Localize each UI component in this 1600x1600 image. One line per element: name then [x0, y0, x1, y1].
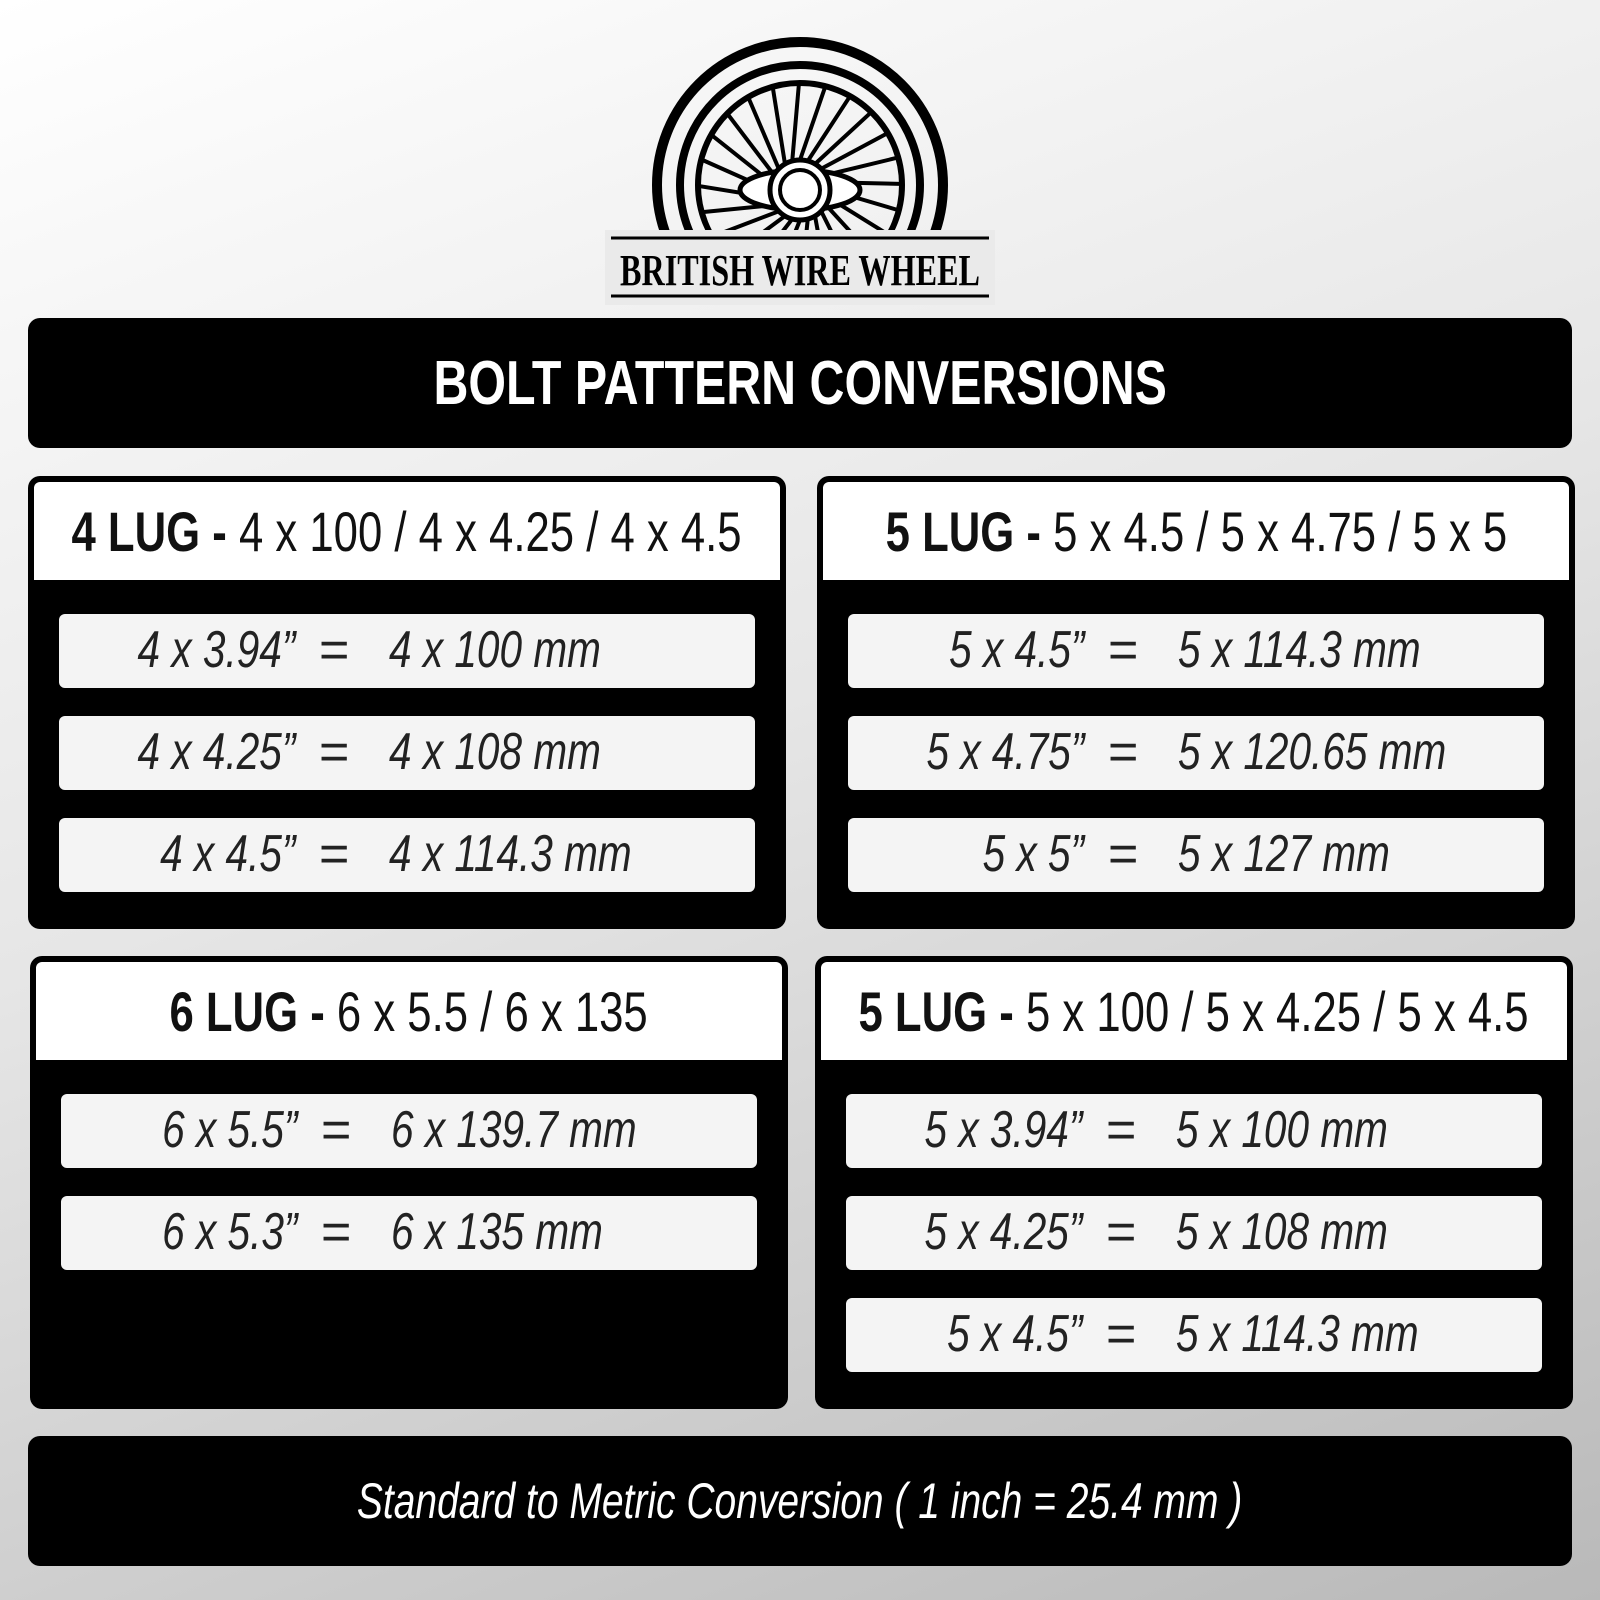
conversion-row: 5 x 4.5” = 5 x 114.3 mm — [848, 614, 1544, 688]
equals-sign: = — [319, 723, 350, 781]
footer-banner: Standard to Metric Conversion ( 1 inch =… — [28, 1436, 1572, 1566]
standard-value: 5 x 5” — [982, 825, 1084, 883]
patterns: 5 x 100 / 5 x 4.25 / 5 x 4.5 — [1026, 979, 1530, 1043]
standard-value: 5 x 4.5” — [948, 621, 1084, 679]
card-header: 5 LUG - 5 x 4.5 / 5 x 4.75 / 5 x 5 — [823, 482, 1569, 580]
metric-value: 4 x 100 mm — [389, 621, 601, 679]
spoke — [726, 113, 776, 177]
conversion-row: 6 x 5.5” = 6 x 139.7 mm — [61, 1094, 757, 1168]
lug-count: 5 LUG - — [885, 499, 1041, 563]
spoke — [747, 98, 781, 170]
equals-sign: = — [1106, 1305, 1137, 1363]
conversion-row: 4 x 4.25” = 4 x 108 mm — [59, 716, 755, 790]
metric-value: 4 x 114.3 mm — [389, 825, 632, 883]
standard-value: 6 x 5.5” — [161, 1101, 297, 1159]
lug-count: 5 LUG - — [858, 979, 1015, 1043]
metric-value: 4 x 108 mm — [389, 723, 601, 781]
metric-value: 5 x 100 mm — [1176, 1101, 1388, 1159]
spoke — [771, 88, 787, 165]
metric-value: 5 x 114.3 mm — [1178, 621, 1421, 679]
patterns: 6 x 5.5 / 6 x 135 — [337, 979, 649, 1043]
footer-note: Standard to Metric Conversion ( 1 inch =… — [357, 1473, 1243, 1529]
spoke — [798, 87, 827, 161]
standard-value: 4 x 3.94” — [137, 621, 295, 679]
card-header: 6 LUG - 6 x 5.5 / 6 x 135 — [36, 962, 782, 1060]
conversion-row: 5 x 4.25” = 5 x 108 mm — [846, 1196, 1542, 1270]
conversion-row: 5 x 5” = 5 x 127 mm — [848, 818, 1544, 892]
lug-card: 6 LUG - 6 x 5.5 / 6 x 135 6 x 5.5” = 6 x… — [30, 956, 788, 1409]
conversion-row: 4 x 4.5” = 4 x 114.3 mm — [59, 818, 755, 892]
equals-sign: = — [321, 1101, 352, 1159]
patterns: 4 x 100 / 4 x 4.25 / 4 x 4.5 — [239, 499, 743, 563]
equals-sign: = — [1106, 1101, 1137, 1159]
equals-sign: = — [1108, 825, 1139, 883]
card-header: 4 LUG - 4 x 100 / 4 x 4.25 / 4 x 4.5 — [34, 482, 780, 580]
lug-card: 5 LUG - 5 x 4.5 / 5 x 4.75 / 5 x 5 5 x 4… — [817, 476, 1575, 929]
spoke — [813, 111, 872, 166]
conversion-row: 5 x 4.75” = 5 x 120.65 mm — [848, 716, 1544, 790]
metric-value: 6 x 139.7 mm — [391, 1101, 637, 1159]
conversion-row: 6 x 5.3” = 6 x 135 mm — [61, 1196, 757, 1270]
lug-count: 4 LUG - — [71, 499, 228, 563]
standard-value: 6 x 5.3” — [161, 1203, 297, 1261]
metric-value: 5 x 114.3 mm — [1176, 1305, 1419, 1363]
conversion-row: 4 x 3.94” = 4 x 100 mm — [59, 614, 755, 688]
standard-value: 4 x 4.25” — [137, 723, 295, 781]
spoke — [806, 96, 851, 163]
standard-value: 5 x 4.25” — [924, 1203, 1082, 1261]
conversion-row: 5 x 3.94” = 5 x 100 mm — [846, 1094, 1542, 1168]
patterns: 5 x 4.5 / 5 x 4.75 / 5 x 5 — [1052, 499, 1507, 563]
equals-sign: = — [1108, 723, 1139, 781]
equals-sign: = — [319, 621, 350, 679]
standard-value: 4 x 4.5” — [159, 825, 295, 883]
page-title: BOLT PATTERN CONVERSIONS — [433, 348, 1167, 418]
lug-count: 6 LUG - — [169, 979, 326, 1043]
standard-value: 5 x 4.75” — [926, 723, 1084, 781]
equals-sign: = — [1106, 1203, 1137, 1261]
metric-value: 5 x 120.65 mm — [1178, 723, 1447, 781]
equals-sign: = — [319, 825, 350, 883]
metric-value: 5 x 108 mm — [1176, 1203, 1388, 1261]
title-banner: BOLT PATTERN CONVERSIONS — [28, 318, 1572, 448]
spoke — [790, 84, 801, 162]
conversion-row: 5 x 4.5” = 5 x 114.3 mm — [846, 1298, 1542, 1372]
standard-value: 5 x 3.94” — [924, 1101, 1082, 1159]
metric-value: 6 x 135 mm — [391, 1203, 603, 1261]
equals-sign: = — [321, 1203, 352, 1261]
wire-wheel-icon: BRITISH WIRE WHEEL — [605, 37, 995, 333]
british-wire-wheel-logo: BRITISH WIRE WHEEL — [605, 20, 995, 333]
logo-text: BRITISH WIRE WHEEL — [620, 246, 980, 295]
card-header: 5 LUG - 5 x 100 / 5 x 4.25 / 5 x 4.5 — [821, 962, 1567, 1060]
lug-card: 5 LUG - 5 x 100 / 5 x 4.25 / 5 x 4.5 5 x… — [815, 956, 1573, 1409]
spoke — [820, 132, 887, 171]
equals-sign: = — [1108, 621, 1139, 679]
standard-value: 5 x 4.5” — [946, 1305, 1082, 1363]
metric-value: 5 x 127 mm — [1178, 825, 1390, 883]
lug-card: 4 LUG - 4 x 100 / 4 x 4.25 / 4 x 4.5 4 x… — [28, 476, 786, 929]
